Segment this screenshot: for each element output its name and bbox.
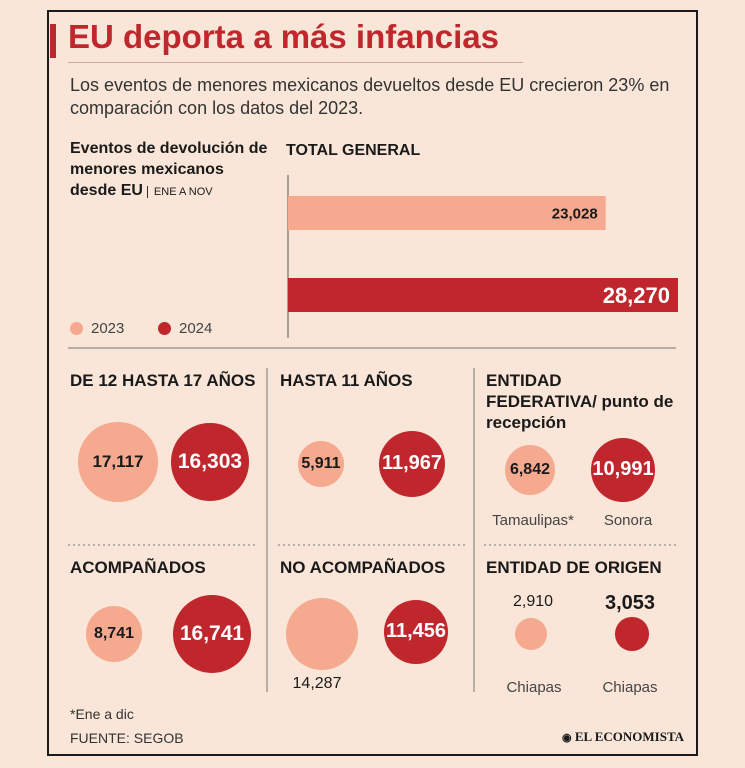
bubble-12-17-2023: 17,117 bbox=[78, 422, 158, 502]
page-subtitle: Los eventos de menores mexicanos devuelt… bbox=[70, 75, 670, 118]
legend-swatch-2024 bbox=[158, 322, 171, 335]
bubble-label: 17,117 bbox=[92, 451, 144, 471]
bubble-11-2023: 5,911 bbox=[297, 440, 345, 488]
source-note: FUENTE: SEGOB bbox=[70, 730, 184, 746]
total-general-title: TOTAL GENERAL bbox=[286, 142, 421, 159]
legend-swatch-2023 bbox=[70, 322, 83, 335]
publisher-logo: ◉ EL ECONOMISTA bbox=[562, 729, 684, 745]
total-bar-label-2023: 23,028 bbox=[552, 205, 598, 222]
bubble-label: 10,991 bbox=[592, 458, 654, 481]
value-chiapas-2024: 3,053 bbox=[604, 592, 656, 614]
title-accent-bar bbox=[50, 24, 56, 58]
section-title-no-acompanados: NO ACOMPAÑADOS bbox=[280, 558, 446, 577]
logo-text: EL ECONOMISTA bbox=[574, 729, 685, 744]
bubble-no-acompanados-2024: 11,456 bbox=[383, 599, 449, 665]
bubble-acompanados-2023: 8,741 bbox=[85, 605, 143, 663]
bubble-chiapas-2023 bbox=[514, 617, 548, 651]
bubble-12-17-2024: 16,303 bbox=[171, 423, 249, 501]
legend-label-2024: 2024 bbox=[179, 320, 213, 337]
bubble-label: 16,303 bbox=[177, 449, 243, 473]
label-chiapas-2023: Chiapas bbox=[506, 679, 562, 696]
section-title-acompanados: ACOMPAÑADOS bbox=[70, 558, 206, 577]
bubble-label: 11,456 bbox=[385, 620, 447, 643]
logo-icon: ◉ bbox=[562, 732, 572, 744]
bubble-sonora: 10,991 bbox=[591, 438, 655, 502]
bubble-chiapas-2024 bbox=[615, 617, 649, 651]
period-label: ENE A NOV bbox=[146, 186, 213, 198]
bubble-label: 8,741 bbox=[93, 624, 134, 642]
bubble-acompanados-2024: 16,741 bbox=[172, 594, 252, 674]
section-title-entidad-federativa: ENTIDAD FEDERATIVA/ punto de recepción bbox=[486, 371, 674, 432]
page-title: EU deporta a más infancias bbox=[68, 18, 499, 55]
total-bar-2023 bbox=[288, 196, 606, 230]
total-bar-label-2024: 28,270 bbox=[603, 283, 670, 308]
section-title-11: HASTA 11 AÑOS bbox=[280, 371, 413, 390]
legend-item-2023: 2023 bbox=[70, 320, 124, 337]
total-bar-chart: 23,028 28,270 bbox=[287, 175, 678, 338]
infographic-frame bbox=[47, 10, 698, 756]
block-label-text: Eventos de devolución de menores mexican… bbox=[70, 140, 268, 199]
legend-item-2024: 2024 bbox=[158, 320, 212, 337]
label-chiapas-2024: Chiapas bbox=[602, 679, 658, 696]
value-no-acompanados-2023: 14,287 bbox=[292, 675, 342, 692]
label-tamaulipas: Tamaulipas* bbox=[492, 512, 574, 529]
bubble-label: 16,741 bbox=[179, 621, 245, 645]
label-sonora: Sonora bbox=[603, 512, 653, 529]
title-underline bbox=[68, 62, 523, 63]
chart-block-label: Eventos de devolución de menores mexican… bbox=[70, 138, 270, 203]
total-bar-2024 bbox=[288, 278, 678, 312]
bubble-tamaulipas: 6,842 bbox=[504, 444, 556, 496]
bubble-label: 6,842 bbox=[509, 460, 550, 478]
bubble-no-acompanados-2023 bbox=[285, 597, 359, 671]
bubble-label: 5,911 bbox=[301, 454, 341, 472]
section-title-12-17: DE 12 HASTA 17 AÑOS bbox=[70, 371, 256, 390]
bubble-11-2024: 11,967 bbox=[378, 430, 446, 498]
value-chiapas-2023: 2,910 bbox=[512, 593, 554, 610]
footnote: *Ene a dic bbox=[70, 706, 134, 722]
legend-label-2023: 2023 bbox=[91, 320, 125, 337]
bubble-label: 11,967 bbox=[381, 452, 443, 475]
section-title-entidad-origen: ENTIDAD DE ORIGEN bbox=[486, 558, 662, 577]
